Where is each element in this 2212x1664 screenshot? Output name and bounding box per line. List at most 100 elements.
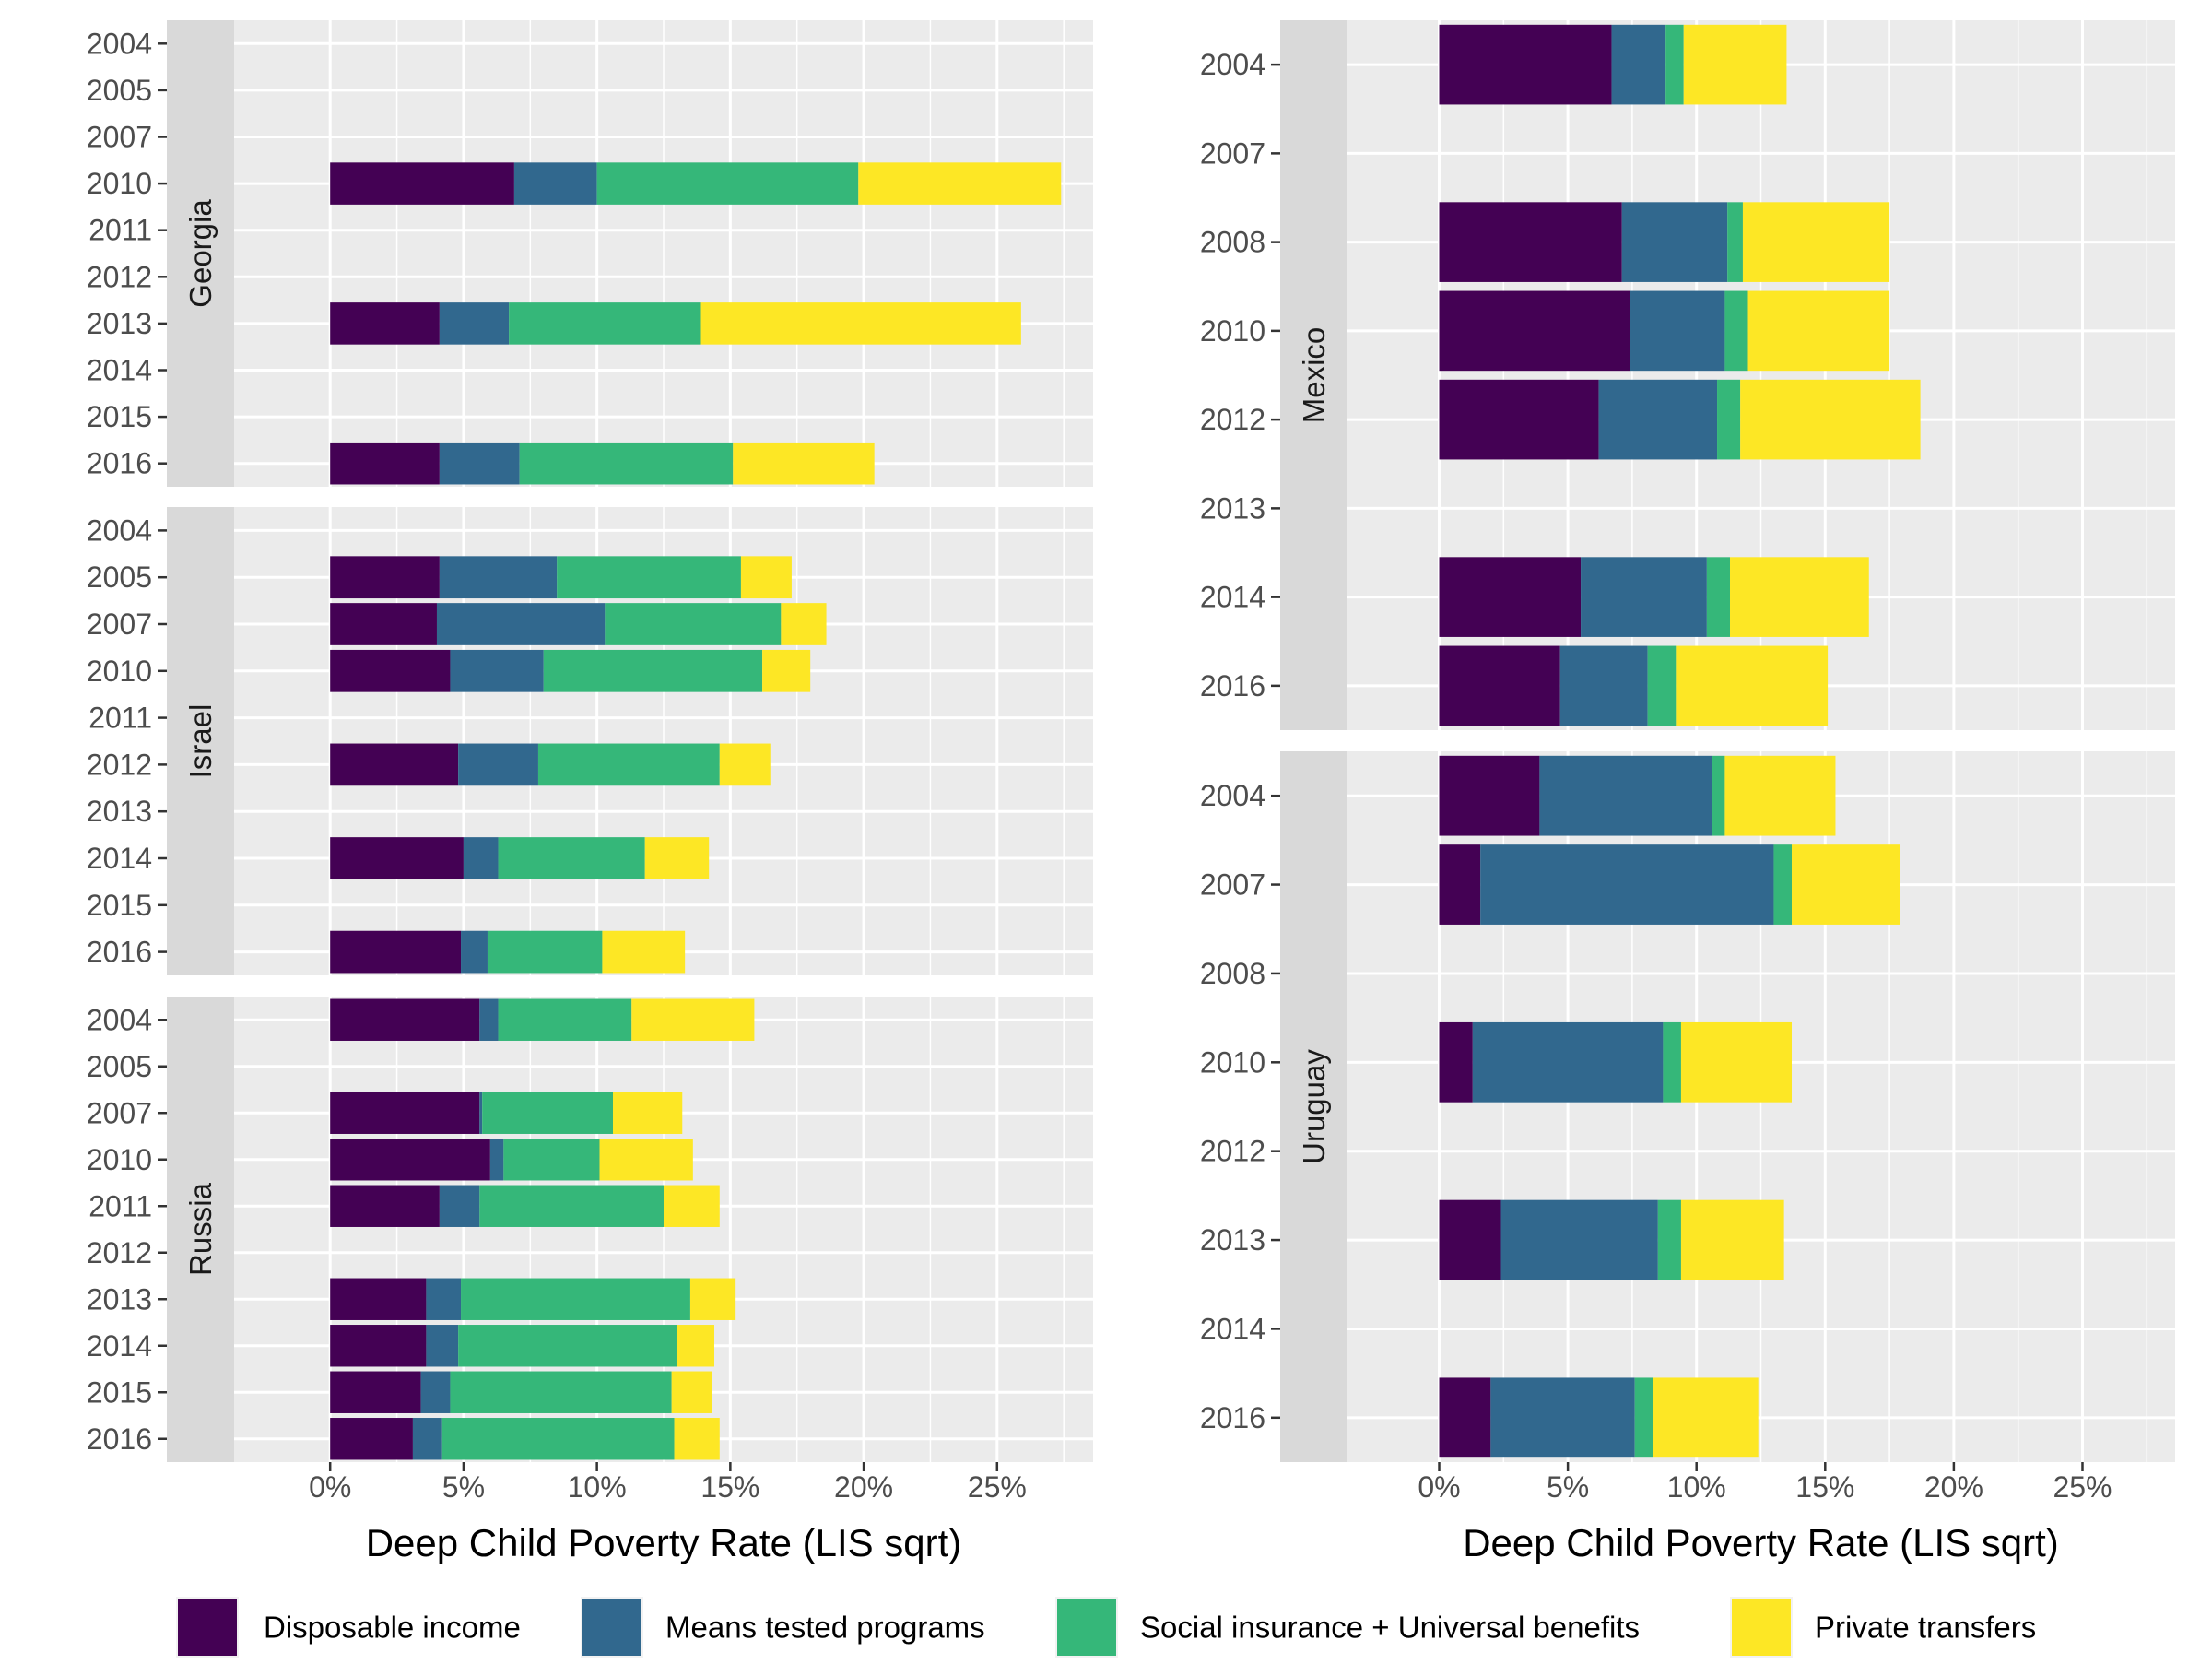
bar-mexico-2012-social-insurance-universal-benefits xyxy=(1717,379,1741,460)
bar-uruguay-2013-private-transfers xyxy=(1680,1199,1784,1280)
bar-mexico-2008-social-insurance-universal-benefits xyxy=(1727,202,1743,282)
bar-russia-2015-social-insurance-universal-benefits xyxy=(450,1371,672,1413)
x-tick-label: 15% xyxy=(700,1470,759,1504)
x-axis-title: Deep Child Poverty Rate (LIS sqrt) xyxy=(1463,1521,2059,1564)
y-tick-label: 2004 xyxy=(1200,779,1265,812)
facet-strip-israel xyxy=(167,507,234,975)
x-tick-label: 0% xyxy=(309,1470,351,1504)
bar-israel-2014-disposable-income xyxy=(330,837,464,879)
legend-label: Private transfers xyxy=(1815,1611,2036,1645)
bar-georgia-2010-means-tested-programs xyxy=(513,162,597,205)
bar-uruguay-2010-means-tested-programs xyxy=(1472,1021,1664,1103)
y-tick-label: 2004 xyxy=(87,27,152,60)
y-tick-label: 2013 xyxy=(1200,1223,1265,1257)
y-tick-label: 2016 xyxy=(1200,669,1265,702)
legend-label: Social insurance + Universal benefits xyxy=(1140,1611,1640,1645)
bar-georgia-2010-disposable-income xyxy=(330,162,514,205)
bar-georgia-2013-private-transfers xyxy=(700,302,1021,345)
bar-georgia-2010-social-insurance-universal-benefits xyxy=(596,162,859,205)
bar-mexico-2004-disposable-income xyxy=(1439,24,1612,105)
x-tick-label: 15% xyxy=(1795,1470,1854,1504)
bar-georgia-2013-disposable-income xyxy=(330,302,440,345)
bar-russia-2007-disposable-income xyxy=(330,1092,480,1134)
bar-israel-2014-social-insurance-universal-benefits xyxy=(498,837,645,879)
bar-mexico-2014-means-tested-programs xyxy=(1581,557,1707,637)
bar-israel-2016-disposable-income xyxy=(330,930,462,974)
legend-label: Disposable income xyxy=(264,1611,521,1645)
y-tick-label: 2015 xyxy=(87,889,152,922)
y-tick-label: 2012 xyxy=(87,748,152,781)
y-tick-label: 2005 xyxy=(87,74,152,107)
y-tick-label: 2007 xyxy=(87,1096,152,1129)
y-tick-label: 2010 xyxy=(87,167,152,200)
x-tick-label: 20% xyxy=(834,1470,893,1504)
x-tick-label: 10% xyxy=(568,1470,627,1504)
bar-russia-2014-means-tested-programs xyxy=(426,1325,459,1367)
bar-russia-2016-disposable-income xyxy=(330,1418,413,1460)
bar-israel-2007-social-insurance-universal-benefits xyxy=(605,603,782,645)
y-tick-label: 2014 xyxy=(1200,581,1265,614)
bar-russia-2004-private-transfers xyxy=(631,998,755,1041)
legend-swatch-social-insurance-universal-benefits xyxy=(1057,1599,1116,1656)
bar-uruguay-2010-disposable-income xyxy=(1439,1021,1473,1103)
bar-israel-2016-social-insurance-universal-benefits xyxy=(487,930,603,974)
bar-israel-2014-means-tested-programs xyxy=(463,837,499,879)
y-tick-label: 2005 xyxy=(87,1050,152,1083)
bar-russia-2013-private-transfers xyxy=(689,1278,736,1320)
bar-israel-2016-private-transfers xyxy=(602,930,686,974)
bar-russia-2011-social-insurance-universal-benefits xyxy=(479,1185,664,1227)
bar-mexico-2004-social-insurance-universal-benefits xyxy=(1665,24,1684,105)
bar-russia-2004-disposable-income xyxy=(330,998,480,1041)
y-tick-label: 2016 xyxy=(87,936,152,969)
bar-israel-2005-social-insurance-universal-benefits xyxy=(557,556,741,599)
facet-label-georgia: Georgia xyxy=(183,199,218,308)
bar-israel-2010-disposable-income xyxy=(330,649,451,692)
bar-uruguay-2004-private-transfers xyxy=(1724,755,1836,836)
y-tick-label: 2012 xyxy=(87,1236,152,1269)
bar-israel-2012-disposable-income xyxy=(330,743,459,786)
legend-swatch-disposable-income xyxy=(178,1599,237,1656)
facet-strip-georgia xyxy=(167,20,234,487)
bar-russia-2010-private-transfers xyxy=(599,1139,693,1181)
bar-russia-2007-private-transfers xyxy=(613,1092,683,1134)
bar-uruguay-2004-means-tested-programs xyxy=(1539,755,1712,836)
y-tick-label: 2008 xyxy=(1200,226,1265,259)
bar-israel-2005-private-transfers xyxy=(740,556,792,599)
bar-russia-2007-means-tested-programs xyxy=(479,1092,483,1134)
bar-mexico-2010-means-tested-programs xyxy=(1630,290,1725,372)
bar-uruguay-2010-social-insurance-universal-benefits xyxy=(1663,1021,1681,1103)
bar-georgia-2016-disposable-income xyxy=(330,442,440,485)
bar-israel-2010-social-insurance-universal-benefits xyxy=(543,649,763,692)
y-tick-label: 2005 xyxy=(87,561,152,594)
bar-israel-2007-disposable-income xyxy=(330,603,437,645)
legend-swatch-means-tested-programs xyxy=(582,1599,641,1656)
bar-uruguay-2004-disposable-income xyxy=(1439,755,1540,836)
y-tick-label: 2012 xyxy=(1200,1135,1265,1168)
y-tick-label: 2016 xyxy=(1200,1401,1265,1434)
y-tick-label: 2011 xyxy=(88,214,152,247)
facet-strip-mexico xyxy=(1280,20,1347,730)
bar-uruguay-2007-disposable-income xyxy=(1439,844,1481,925)
bar-russia-2014-private-transfers xyxy=(677,1325,714,1367)
bar-mexico-2016-means-tested-programs xyxy=(1559,645,1648,726)
bar-russia-2015-disposable-income xyxy=(330,1371,421,1413)
y-tick-label: 2016 xyxy=(87,1422,152,1456)
bar-israel-2007-means-tested-programs xyxy=(436,603,606,645)
bar-mexico-2014-disposable-income xyxy=(1439,557,1582,637)
bar-georgia-2013-social-insurance-universal-benefits xyxy=(509,302,701,345)
bar-israel-2012-private-transfers xyxy=(719,743,771,786)
bar-russia-2010-means-tested-programs xyxy=(489,1139,504,1181)
facet-label-uruguay: Uruguay xyxy=(1297,1049,1331,1164)
bar-russia-2015-means-tested-programs xyxy=(420,1371,451,1413)
bar-mexico-2014-private-transfers xyxy=(1729,557,1869,637)
x-tick-label: 5% xyxy=(1547,1470,1589,1504)
bar-mexico-2016-social-insurance-universal-benefits xyxy=(1647,645,1677,726)
y-tick-label: 2008 xyxy=(1200,957,1265,990)
y-tick-label: 2004 xyxy=(1200,48,1265,81)
bar-uruguay-2013-disposable-income xyxy=(1439,1199,1501,1280)
y-tick-label: 2007 xyxy=(87,608,152,641)
bar-mexico-2004-means-tested-programs xyxy=(1611,24,1666,105)
y-tick-label: 2013 xyxy=(87,307,152,340)
bar-israel-2016-means-tested-programs xyxy=(461,930,488,974)
